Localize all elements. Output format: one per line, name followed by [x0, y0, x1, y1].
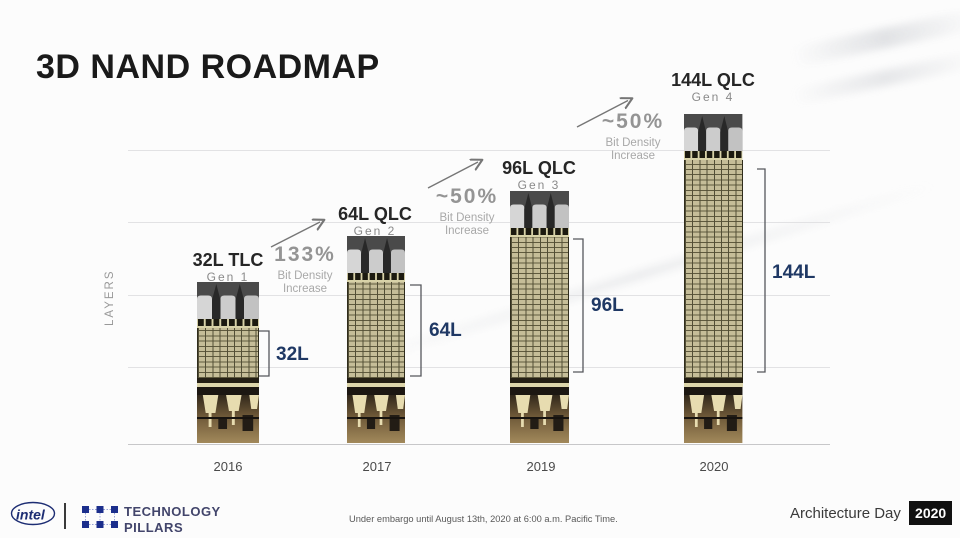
svg-text:intel: intel [16, 507, 46, 523]
